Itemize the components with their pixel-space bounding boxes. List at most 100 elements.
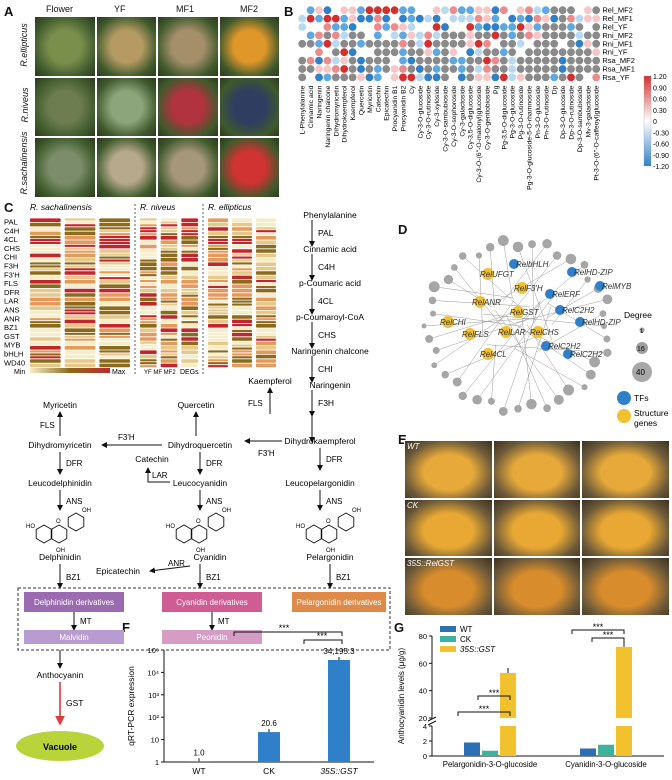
expression-bar — [30, 363, 61, 368]
peripheral-node — [428, 296, 437, 305]
expression-bar — [181, 341, 198, 346]
heatmap-cell — [382, 73, 391, 82]
heatmap-cell — [550, 14, 559, 23]
y-axis-label: Anthocyanidin levels (μg/g) — [397, 648, 406, 745]
expression-bar — [160, 280, 178, 284]
expression-bar — [140, 262, 157, 266]
heatmap-cell — [373, 23, 382, 31]
f3h-prime-label: F3'H — [118, 433, 135, 442]
heatmap-cell — [306, 23, 315, 31]
heatmap-cell — [499, 14, 508, 23]
expression-bar — [160, 221, 178, 224]
tf-label: RelC2H2 — [570, 350, 603, 359]
photo-mf1-2 — [157, 137, 219, 198]
expression-bar — [99, 350, 130, 353]
peripheral-node — [584, 276, 591, 283]
heatmap-cell — [323, 14, 332, 23]
gene-label: bHLH — [4, 350, 23, 359]
heatmap-cell — [508, 31, 517, 40]
expression-bar — [140, 227, 157, 230]
expression-bar — [208, 303, 228, 306]
network-edge — [512, 255, 558, 313]
heatmap-cell — [373, 73, 382, 82]
enzyme-label: 4CL — [318, 296, 334, 306]
heatmap-cell — [457, 65, 466, 73]
heatmap-cell — [441, 31, 449, 40]
structure-node — [464, 328, 476, 340]
heatmap-cell — [323, 65, 332, 73]
legend-label: CK — [460, 635, 472, 644]
expression-bar — [64, 262, 96, 265]
heatmap-cell — [525, 73, 533, 82]
fruit-photo — [581, 498, 670, 558]
expression-bar — [99, 233, 130, 236]
expression-bar — [232, 303, 252, 306]
heatmap-cell — [390, 14, 399, 23]
heatmap-cell — [483, 73, 491, 82]
expression-bar — [64, 250, 96, 253]
heatmap-cell — [415, 14, 424, 23]
heatmap-cell — [541, 31, 550, 40]
expression-bar — [181, 262, 198, 266]
heatmap-cell — [323, 31, 332, 40]
expression-bar — [140, 230, 157, 233]
expression-bar — [64, 271, 96, 275]
expression-bar — [232, 310, 252, 315]
row-label: Rsa_MF2 — [602, 56, 635, 65]
metabolite-label: p-Coumaroyl-CoA — [296, 312, 364, 322]
expression-bar — [160, 338, 178, 341]
cyanidin-derivatives-box — [162, 592, 262, 612]
heatmap-cell — [457, 39, 466, 48]
col-label: Catechin — [375, 85, 382, 112]
expression-bar — [232, 227, 252, 231]
heatmap-cell — [483, 23, 491, 31]
bar — [616, 646, 632, 718]
stage-labels: YF MF MF2 — [144, 370, 176, 376]
expression-bar — [208, 362, 228, 365]
ring — [305, 524, 323, 544]
expression-bar — [232, 324, 252, 327]
heatmap-cell — [365, 6, 374, 15]
row-label-ellipticus: R.ellipticus — [19, 23, 29, 67]
heatmap-cell — [390, 56, 399, 65]
expression-bar — [140, 277, 157, 280]
expression-bar — [232, 253, 252, 256]
expression-bar — [64, 221, 96, 224]
expression-bar — [140, 315, 157, 318]
expression-bar — [256, 222, 276, 227]
expression-bar — [64, 302, 96, 306]
molecule-structure: HO O OH OH — [296, 508, 361, 554]
legend-swatch — [440, 646, 456, 652]
expression-bar — [256, 249, 276, 253]
heatmap-cell — [340, 65, 349, 73]
expression-bar — [208, 266, 228, 271]
peripheral-node — [552, 251, 562, 260]
heatmap-cell — [592, 23, 601, 31]
fruit-photo — [492, 557, 582, 616]
heatmap-cell — [348, 14, 357, 23]
heatmap-cell — [407, 65, 416, 73]
expression-bar — [30, 346, 61, 350]
expression-bar — [99, 335, 130, 338]
panel-letter-e: E — [398, 432, 407, 447]
heatmap-cell — [365, 39, 374, 48]
heatmap-cell — [424, 23, 433, 31]
heatmap-cell — [474, 65, 483, 73]
color-legend — [643, 75, 652, 167]
expression-bar — [256, 227, 276, 230]
expression-bar — [256, 280, 276, 283]
expression-bar — [140, 328, 157, 332]
atom-label: HO — [166, 524, 175, 530]
expression-bar — [256, 244, 276, 249]
expression-bar — [30, 315, 61, 318]
ring — [190, 524, 208, 544]
heatmap-cell — [306, 56, 315, 65]
peripheral-node — [599, 310, 607, 317]
heatmap-cell — [315, 73, 323, 82]
heatmap-cell — [382, 23, 391, 31]
col-label-flower: Flower — [46, 4, 74, 14]
derivatives-box — [17, 587, 391, 651]
structure-node — [500, 326, 512, 338]
dihydrokaempferol-label: Dihydrokaempferol — [284, 436, 355, 446]
heatmap-cell — [483, 56, 491, 65]
